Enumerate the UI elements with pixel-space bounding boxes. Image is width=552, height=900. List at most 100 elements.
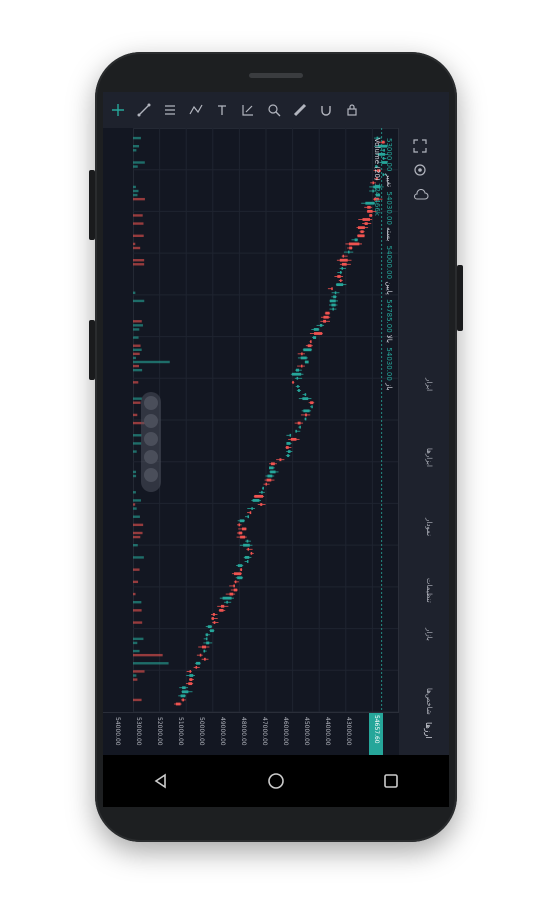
candle-body	[331, 287, 333, 291]
candle-body	[376, 177, 378, 181]
candle-body	[234, 580, 237, 584]
candle-body	[240, 568, 243, 572]
fib-icon[interactable]	[159, 99, 181, 121]
volume-bar	[133, 336, 139, 339]
menu-item-market[interactable]: بازار	[425, 628, 433, 641]
candle-body	[220, 604, 225, 608]
volume-bar	[133, 263, 145, 266]
volume-bar	[133, 531, 143, 535]
candle-body	[203, 649, 206, 653]
cloud-icon[interactable]	[413, 186, 429, 205]
price-tick-label: 45000.00	[303, 717, 310, 746]
legend-label: باز	[385, 383, 393, 391]
price-tick-label: 47000.00	[261, 717, 268, 746]
back-icon[interactable]	[141, 761, 181, 801]
android-navbar	[103, 755, 449, 807]
candle-body	[207, 625, 212, 629]
candle-body	[233, 588, 238, 592]
candle-body	[296, 376, 299, 380]
menu-item-settings[interactable]: تنظیمات	[425, 578, 433, 603]
candle-body	[311, 405, 313, 409]
volume-bar	[133, 698, 142, 702]
candle-body	[342, 254, 345, 258]
lock-icon[interactable]	[341, 99, 363, 121]
price-tick-label: 53000.00	[135, 717, 142, 746]
volume-bar	[133, 515, 140, 518]
volume-bar	[133, 670, 145, 673]
candle-body	[279, 458, 282, 462]
candle-body	[373, 185, 381, 189]
candle-body	[357, 226, 365, 230]
candle-body	[271, 462, 275, 466]
candle-body	[287, 450, 291, 453]
chart-canvas[interactable]	[132, 127, 400, 713]
zoom-icon[interactable]	[263, 99, 285, 121]
price-chart[interactable]	[132, 127, 400, 713]
chart-nav-controls	[141, 392, 161, 492]
pattern-icon[interactable]	[185, 99, 207, 121]
candle-body	[341, 262, 347, 266]
candle-body	[367, 209, 373, 213]
recents-icon[interactable]	[371, 761, 411, 801]
candle-body	[250, 551, 253, 555]
volume-bar	[133, 246, 141, 250]
trend-line-icon[interactable]	[133, 99, 155, 121]
candle-body	[247, 515, 249, 519]
candle-body	[261, 490, 263, 494]
ruler-icon[interactable]	[289, 99, 311, 121]
candle-body	[266, 478, 272, 482]
time-axis	[103, 128, 134, 712]
candle-body	[246, 560, 249, 563]
volume-bar	[133, 136, 141, 140]
candle-body	[319, 323, 323, 327]
measure-icon[interactable]	[237, 99, 259, 121]
volume-bar	[133, 442, 142, 445]
candle-body	[304, 417, 307, 421]
text-icon[interactable]	[211, 99, 233, 121]
bottom-right-label: ارزها	[424, 722, 433, 739]
menu-item-chart[interactable]: نمودار	[425, 518, 433, 537]
volume-bar	[133, 544, 138, 547]
candle-body	[285, 446, 289, 449]
candle-body	[375, 193, 381, 197]
candle-body	[360, 230, 364, 234]
candle-body	[247, 547, 250, 551]
candle-body	[303, 409, 310, 413]
fullscreen-icon[interactable]	[413, 138, 427, 157]
candle-body	[381, 140, 385, 144]
candle-body	[229, 592, 234, 596]
legend-value: 53000.00	[385, 138, 393, 172]
menu-item-drawing[interactable]: ابزارها	[425, 448, 433, 467]
volume-bar	[133, 499, 141, 502]
candle-body	[313, 328, 319, 331]
zoom-in-button[interactable]	[144, 414, 158, 428]
candle-body	[249, 511, 252, 515]
settings-icon[interactable]	[413, 162, 427, 181]
candle-body	[237, 576, 243, 580]
scroll-left-button[interactable]	[144, 450, 158, 464]
magnet-icon[interactable]	[315, 99, 337, 121]
home-icon[interactable]	[256, 761, 296, 801]
volume-bar	[133, 145, 140, 148]
menu-item-tools[interactable]: ابزار	[425, 378, 433, 392]
volume-bar	[133, 470, 137, 474]
scroll-right-button[interactable]	[144, 468, 158, 482]
candle-body	[376, 136, 379, 140]
candle-body	[378, 152, 386, 156]
volume-bar	[133, 580, 139, 584]
zoom-out-button[interactable]	[144, 396, 158, 410]
candle-body	[252, 499, 260, 502]
candle-body	[332, 307, 334, 311]
volume-bar	[133, 621, 143, 624]
volume-bar	[133, 649, 140, 653]
crosshair-icon[interactable]	[107, 99, 129, 121]
candle-body	[334, 291, 337, 295]
speaker-grille	[249, 73, 303, 78]
candle-body	[299, 425, 301, 429]
price-tick-label: 48000.00	[240, 717, 247, 746]
candle-body	[213, 621, 216, 624]
menu-item-indicators[interactable]: شاخص‌ها	[425, 688, 433, 715]
volume-bar	[133, 523, 144, 527]
reset-button[interactable]	[144, 432, 158, 446]
candle-body	[307, 344, 312, 348]
